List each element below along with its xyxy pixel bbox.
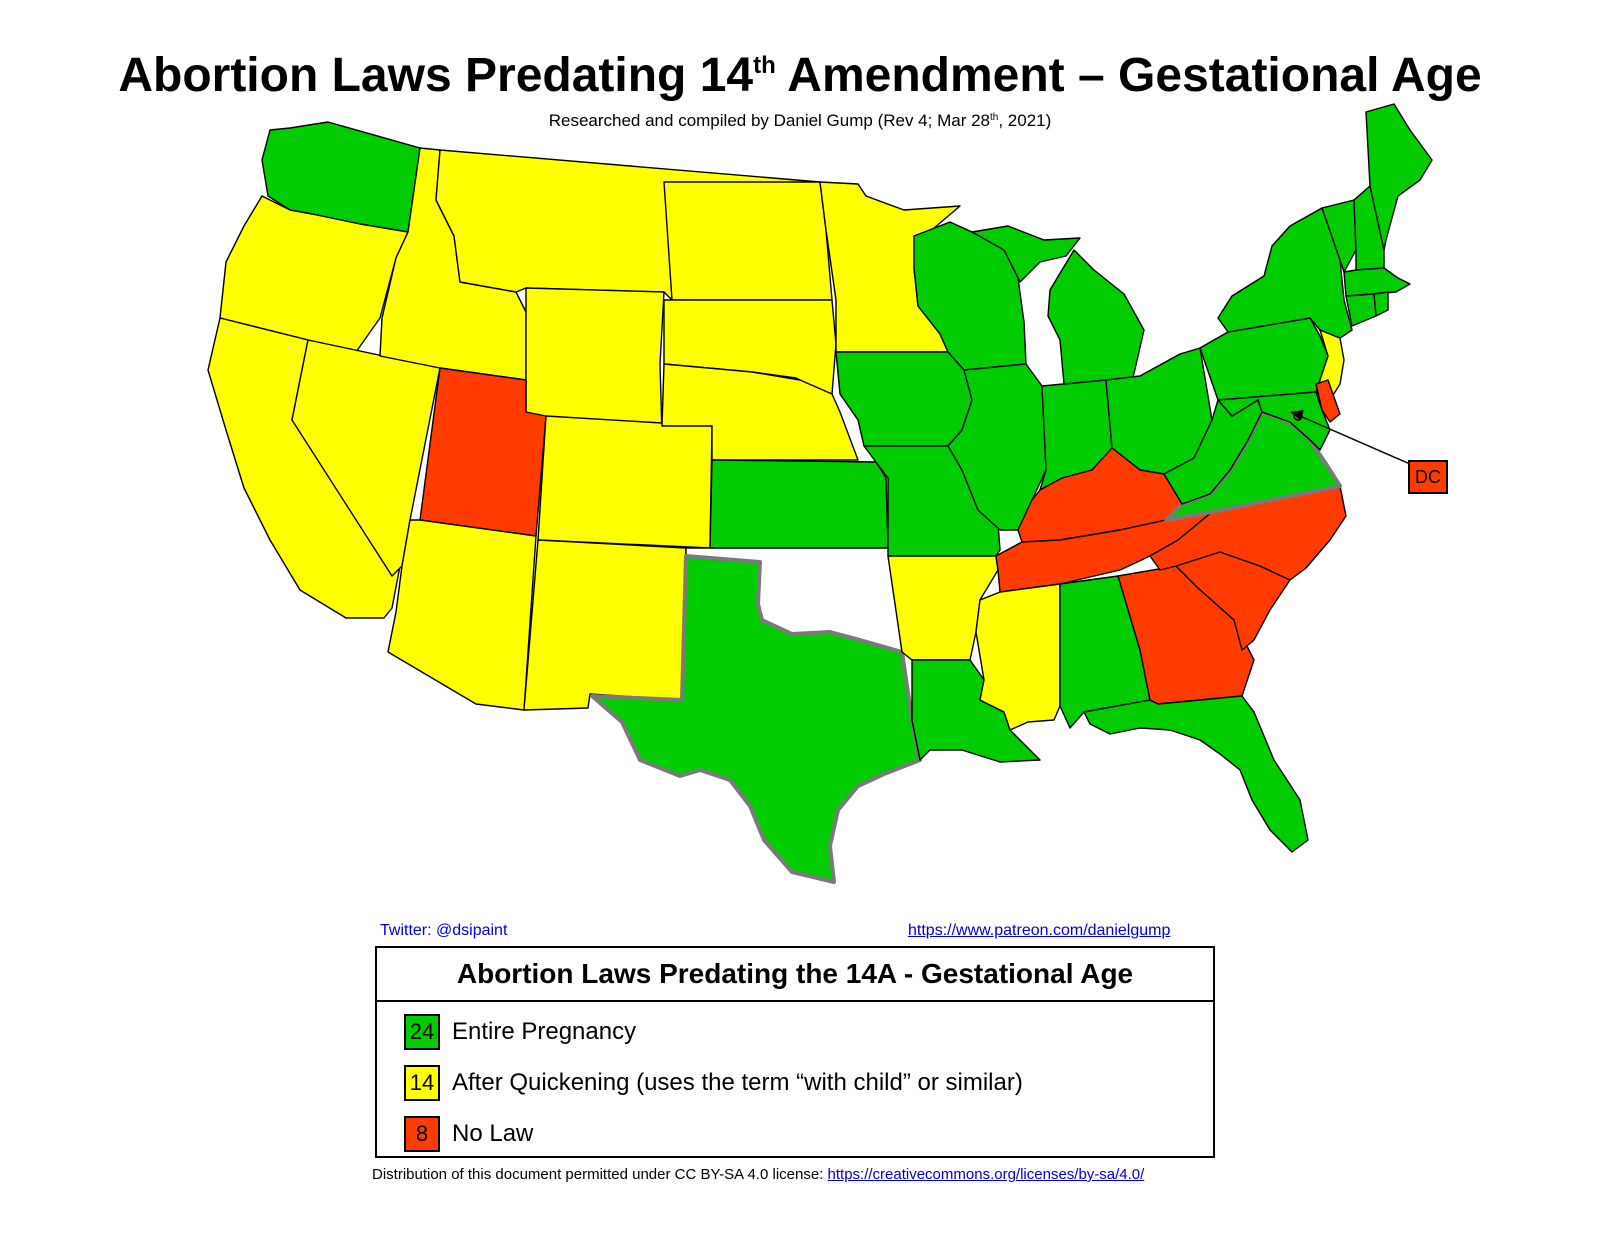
state-pa[interactable] <box>1199 317 1329 401</box>
dc-arrow-line <box>1299 415 1411 465</box>
legend-label-no-law: No Law <box>452 1120 534 1147</box>
state-wy[interactable] <box>525 287 665 435</box>
state-ma[interactable] <box>1343 267 1411 297</box>
legend-title: Abortion Laws Predating the 14A - Gestat… <box>377 948 1213 1002</box>
state-mi[interactable] <box>1047 249 1145 385</box>
map-subtitle: Researched and compiled by Daniel Gump (… <box>548 111 1052 130</box>
state-tx[interactable] <box>590 554 922 884</box>
legend-label-after-quickening: After Quickening (uses the term “with ch… <box>452 1069 1023 1096</box>
legend-label-entire-pregnancy: Entire Pregnancy <box>452 1018 637 1045</box>
state-or[interactable] <box>219 195 409 353</box>
license-footer: Distribution of this document permitted … <box>372 1166 1144 1183</box>
state-mi-upper[interactable] <box>971 225 1081 283</box>
dc-arrowhead <box>1290 410 1304 420</box>
legend-row-entire-pregnancy: 24 Entire Pregnancy <box>404 1014 636 1050</box>
legend-row-after-quickening: 14 After Quickening (uses the term “with… <box>404 1065 1023 1101</box>
patreon-link[interactable]: https://www.patreon.com/danielgump <box>908 922 1171 939</box>
twitter-handle[interactable]: Twitter: @dsipaint <box>380 922 508 939</box>
state-ne[interactable] <box>661 363 859 461</box>
state-az[interactable] <box>387 519 537 711</box>
state-co[interactable] <box>537 415 713 549</box>
state-ks[interactable] <box>709 459 889 549</box>
state-ri[interactable] <box>1373 291 1389 317</box>
dc-label: DC <box>1408 460 1448 494</box>
state-ct[interactable] <box>1345 293 1377 327</box>
state-nd[interactable] <box>663 181 833 301</box>
state-me[interactable] <box>1365 103 1433 251</box>
state-de[interactable] <box>1315 379 1341 423</box>
us-states-map <box>207 103 1433 884</box>
legend-swatch-red: 8 <box>404 1116 440 1152</box>
state-fl[interactable] <box>1083 695 1309 853</box>
state-vt[interactable] <box>1321 199 1357 273</box>
license-text: Distribution of this document permitted … <box>372 1166 828 1183</box>
legend: Abortion Laws Predating the 14A - Gestat… <box>375 946 1215 1158</box>
license-link[interactable]: https://creativecommons.org/licenses/by-… <box>827 1166 1145 1183</box>
map-title: Abortion Laws Predating 14th Amendment –… <box>118 49 1482 102</box>
state-ia[interactable] <box>835 351 973 447</box>
state-ny[interactable] <box>1217 207 1353 339</box>
legend-swatch-green: 24 <box>404 1014 440 1050</box>
legend-swatch-yellow: 14 <box>404 1065 440 1101</box>
legend-row-no-law: 8 No Law <box>404 1116 533 1152</box>
state-nm[interactable] <box>523 539 687 711</box>
